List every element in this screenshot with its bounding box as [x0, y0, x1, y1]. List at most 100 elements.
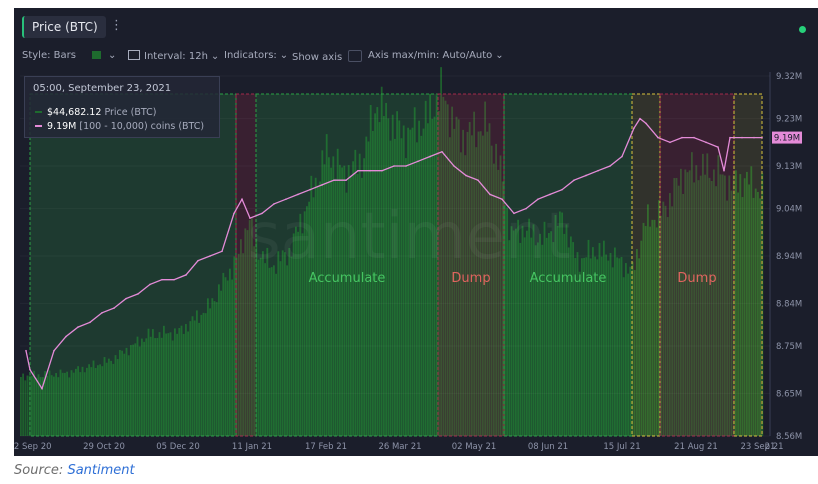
zone-accumulate-0 — [29, 93, 237, 437]
price-bar — [319, 181, 321, 436]
price-bar — [490, 145, 493, 436]
price-bar — [92, 360, 95, 436]
holders-point — [753, 136, 755, 139]
price-bar — [229, 268, 231, 436]
price-bar — [70, 370, 73, 436]
holders-point — [501, 198, 503, 200]
price-bar — [119, 349, 121, 436]
price-bar — [664, 205, 667, 436]
price-bar — [105, 362, 108, 436]
price-bar — [739, 174, 742, 436]
price-bar — [548, 233, 550, 436]
chevron-down-icon: ⌄ — [495, 50, 504, 61]
price-bar — [735, 170, 737, 436]
price-bar — [539, 233, 541, 436]
x-tick-label: 22 Sep 20 — [14, 442, 52, 452]
price-bar — [28, 375, 31, 436]
holders-point — [657, 136, 659, 139]
price-bar — [345, 192, 348, 436]
price-bar — [264, 263, 266, 436]
holders-point — [241, 198, 243, 200]
price-bar — [477, 131, 480, 436]
show-axis-toggle[interactable]: Show axis — [292, 50, 363, 63]
axis-mode-select[interactable]: Axis max/min: Auto/Auto ⌄ — [368, 50, 504, 61]
price-bar — [644, 226, 647, 436]
price-bar — [475, 147, 478, 436]
price-bar — [396, 111, 398, 436]
price-bar — [442, 96, 445, 436]
price-bar — [499, 155, 502, 436]
price-bar — [704, 174, 706, 436]
price-bar — [389, 140, 392, 436]
holders-point — [681, 136, 683, 139]
price-bar — [724, 175, 726, 436]
price-bar — [138, 346, 141, 436]
price-bar — [24, 380, 27, 436]
price-bar — [675, 177, 678, 437]
tooltip-price-row: $44,682.12 Price (BTC) — [35, 107, 156, 118]
price-bar — [706, 153, 709, 437]
holders-point — [101, 312, 103, 314]
price-bar — [270, 267, 273, 436]
price-bar — [233, 256, 236, 436]
holders-point — [65, 335, 67, 338]
style-select[interactable]: Style: Bars — [22, 50, 76, 61]
kebab-icon[interactable]: ⋮ — [110, 18, 123, 33]
current-value-label: 9.19M — [774, 134, 800, 144]
price-bar — [202, 312, 205, 436]
bar-color-swatch-icon — [92, 51, 101, 59]
holders-point — [729, 136, 731, 139]
price-bar — [39, 377, 42, 436]
price-bar — [728, 175, 731, 436]
x-tick-label: 21 Aug 21 — [674, 442, 718, 452]
price-bar — [754, 188, 757, 436]
price-bar — [671, 206, 673, 436]
color-select[interactable]: ⌄ — [92, 50, 116, 61]
price-bar — [620, 256, 623, 436]
price-bar — [33, 370, 35, 436]
chart-panel: Price (BTC) ⋮ Style: Bars ⌄ Interval: 12… — [14, 8, 818, 456]
price-bar — [682, 193, 684, 436]
holders-point — [29, 368, 31, 371]
price-bar — [367, 141, 370, 436]
price-bar — [559, 211, 561, 436]
price-bar — [314, 177, 317, 437]
zone-accumulate-2 — [255, 93, 439, 437]
price-bar — [116, 359, 119, 436]
holders-point — [233, 212, 235, 215]
holders-point — [639, 117, 641, 120]
price-bar — [295, 226, 297, 436]
price-bar — [466, 131, 469, 436]
price-bar — [587, 239, 590, 436]
chart-svg[interactable]: Accumulate Dump Accumulate Dump 9.32M 9.23M 9.… — [14, 8, 818, 456]
price-bar — [75, 368, 77, 436]
price-bar — [325, 134, 328, 436]
price-bar — [405, 158, 407, 436]
x-tick-label: 29 Oct 20 — [83, 442, 125, 452]
price-bar — [136, 336, 139, 436]
price-bar — [77, 366, 79, 436]
price-bar — [429, 93, 431, 436]
price-bar — [688, 170, 691, 437]
zone-label: Accumulate — [309, 271, 386, 286]
price-bar — [275, 273, 277, 436]
price-bar — [640, 240, 643, 436]
price-bar — [37, 374, 40, 436]
price-bar — [189, 321, 192, 436]
holders-point — [249, 217, 251, 219]
holders-point — [149, 283, 151, 286]
indicators-select[interactable]: Indicators: ⌄ — [224, 50, 288, 61]
price-bar — [218, 284, 220, 436]
tooltip-holders-value: 9.19M — [47, 121, 77, 132]
price-bar — [20, 376, 22, 436]
holders-point — [381, 169, 383, 172]
price-bar — [42, 377, 44, 436]
price-bar — [713, 169, 715, 436]
price-bar — [306, 206, 308, 436]
price-bar — [123, 353, 126, 436]
interval-select[interactable]: Interval: 12h ⌄ — [128, 50, 219, 62]
price-bar — [594, 256, 596, 436]
source-link[interactable]: Santiment — [67, 463, 135, 478]
metric-title-tab[interactable]: Price (BTC) — [22, 16, 106, 38]
price-bar — [365, 136, 368, 436]
